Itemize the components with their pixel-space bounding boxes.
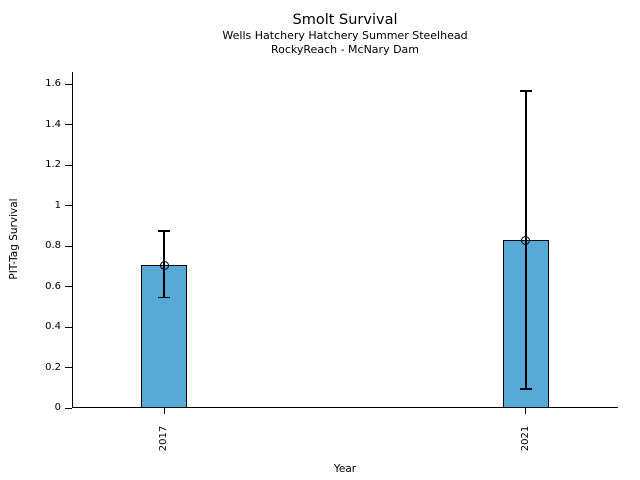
y-tick-label: 1.6 xyxy=(45,78,61,90)
y-tick-label: 1 xyxy=(54,199,61,211)
error-bar-cap-top xyxy=(519,90,532,93)
y-tick xyxy=(65,407,72,409)
data-point-marker xyxy=(159,260,169,270)
y-tick xyxy=(65,367,72,369)
chart-header: Smolt Survival Wells Hatchery Hatchery S… xyxy=(72,0,618,57)
x-tick xyxy=(525,408,527,414)
error-bar-cap-bottom xyxy=(158,296,170,299)
error-bar-cap-top xyxy=(158,230,170,232)
y-tick xyxy=(65,83,72,85)
y-tick-label: 1.4 xyxy=(45,118,61,130)
chart-subtitle-line1: Wells Hatchery Hatchery Summer Steelhead xyxy=(222,29,468,43)
y-tick xyxy=(65,124,72,126)
y-tick-label: 0 xyxy=(54,402,61,413)
chart-subtitle-line2: RockyReach - McNary Dam xyxy=(270,42,420,56)
y-tick xyxy=(65,286,72,288)
y-tick-label: 0.2 xyxy=(45,361,61,373)
y-tick xyxy=(65,164,72,166)
y-tick-label: 0.6 xyxy=(45,280,61,292)
y-tick-label: 0.4 xyxy=(45,321,61,333)
x-tick xyxy=(163,408,165,414)
data-point-marker xyxy=(521,235,531,245)
x-tick-label-text: 2017 xyxy=(158,425,170,451)
chart-title: Smolt Survival xyxy=(292,12,398,28)
y-tick xyxy=(65,326,72,328)
x-tick-label: 2017 xyxy=(139,416,189,460)
y-tick-label: 0.8 xyxy=(45,240,61,252)
x-tick-label-text: 2021 xyxy=(520,425,532,451)
y-tick xyxy=(65,205,72,207)
error-bar-cap-bottom xyxy=(519,387,532,390)
x-axis-label: Year xyxy=(333,463,357,475)
y-tick xyxy=(65,245,72,247)
x-tick-label: 2021 xyxy=(501,416,551,460)
plot-area xyxy=(72,72,618,408)
y-tick-label: 1.2 xyxy=(45,159,61,171)
